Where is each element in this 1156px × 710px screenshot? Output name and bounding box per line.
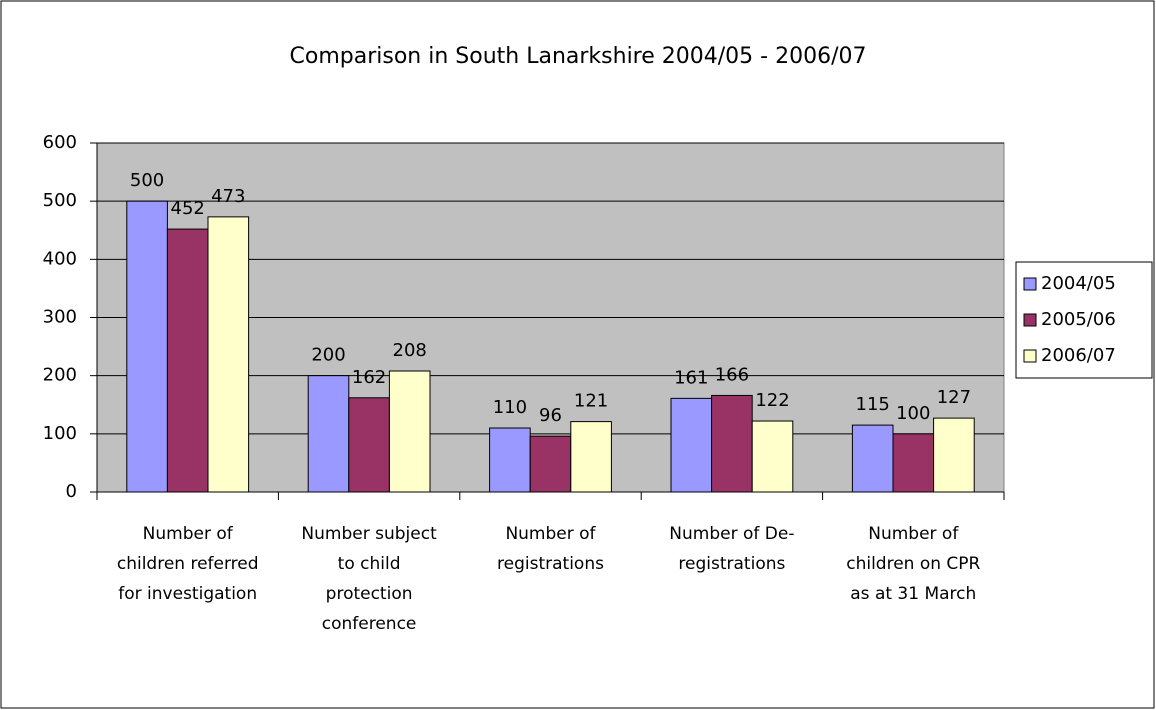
bar [711,394,753,493]
bar [207,216,250,493]
y-tick-label: 0 [66,481,77,502]
x-tick-label-box: Number of children on CPR as at 31 March [846,524,981,604]
legend-box [1015,261,1153,379]
bar [126,200,168,493]
value-label: 127 [937,387,971,408]
value-label: 100 [896,403,930,424]
value-label: 115 [856,394,890,415]
bar [166,228,209,493]
value-label: 161 [674,367,708,388]
value-label: 500 [130,170,164,191]
x-tick-label-box: Number of children referred for investig… [116,524,259,604]
bar [670,397,713,493]
y-tick-label: 200 [43,365,77,386]
y-tick-label: 300 [43,307,77,328]
value-label: 452 [171,198,205,219]
bar [307,375,350,493]
value-label: 200 [311,345,345,366]
legend-label: 2005/06 [1041,309,1116,330]
chart-title: Comparison in South Lanarkshire 2004/05 … [290,44,867,69]
legend-swatch [1023,313,1037,327]
value-label: 162 [352,367,386,388]
value-label: 208 [393,340,427,361]
y-tick-label: 100 [43,423,77,444]
bar [388,370,431,493]
bar [348,397,390,493]
bar [892,433,935,493]
bar [933,417,975,493]
legend-swatch [1023,349,1037,363]
value-label: 121 [574,391,608,412]
legend-swatch [1023,277,1037,291]
value-label: 473 [211,186,245,207]
y-tick-label: 400 [43,248,77,269]
legend-label: 2004/05 [1041,273,1116,294]
value-label: 110 [493,397,527,418]
value-label: 96 [539,405,562,426]
x-tick-label: Number of children referred for investig… [116,524,259,604]
x-tick-label-box: Number subject to child protection confe… [301,524,437,634]
x-tick-label-box: Number of De-registrations [669,524,795,574]
bar [851,424,894,493]
x-tick-label: Number subject to child protection confe… [301,524,437,634]
x-tick-label: Number of children on CPR as at 31 March [846,524,981,604]
bar [751,420,794,493]
y-tick-label: 500 [43,190,77,211]
bar [489,427,531,493]
x-tick-label: Number of De-registrations [669,524,795,574]
y-tick-label: 600 [43,132,77,153]
x-tick-label-box: Number of registrations [497,524,604,574]
bar [570,421,612,493]
value-label: 122 [755,390,789,411]
value-label: 166 [715,364,749,385]
legend-label: 2006/07 [1041,345,1116,366]
bar [529,435,572,493]
x-tick-label: Number of registrations [497,524,604,574]
